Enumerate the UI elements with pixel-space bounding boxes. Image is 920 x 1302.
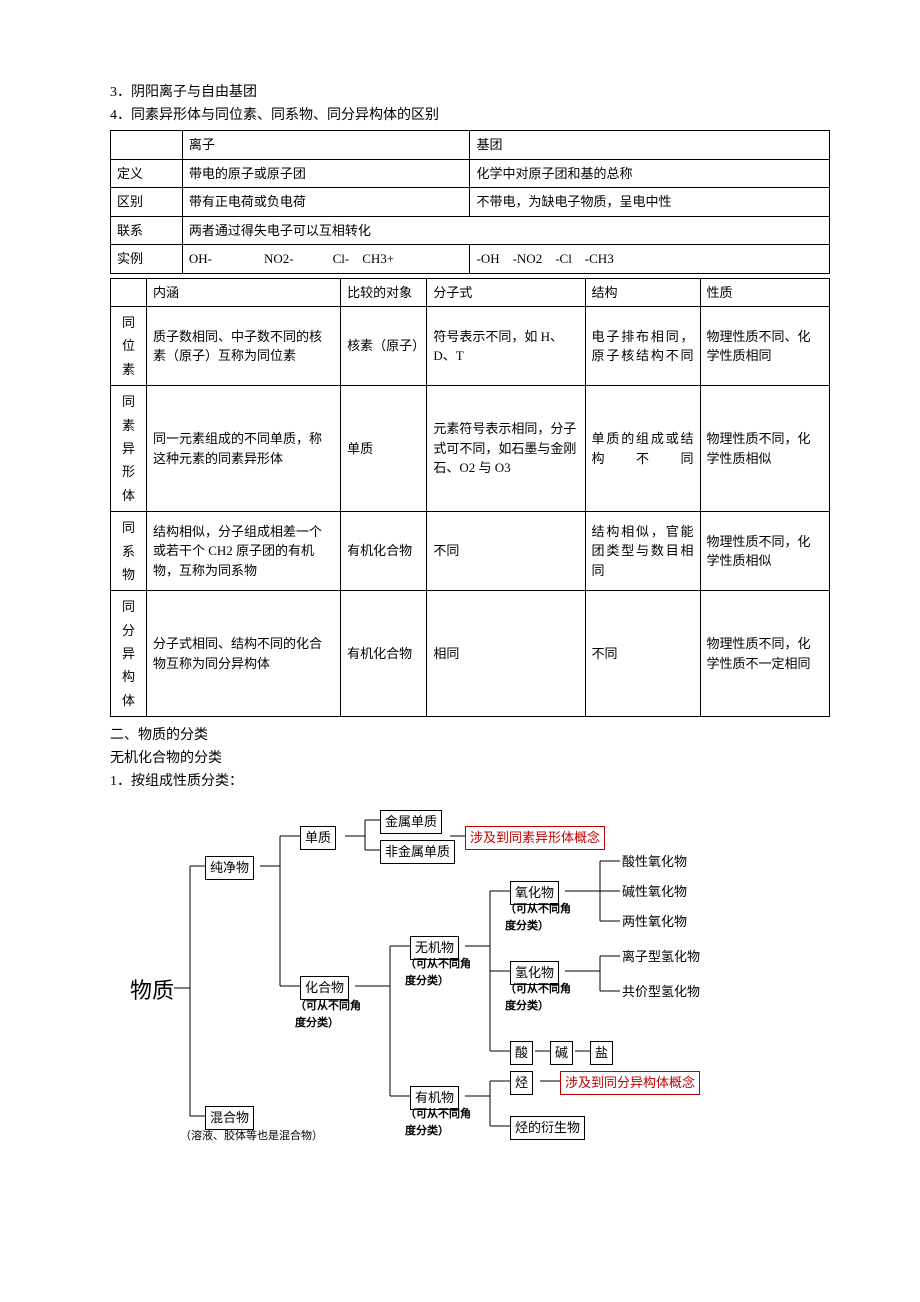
table-cell: 符号表示不同，如 H、D、T bbox=[427, 307, 585, 386]
table-cell: 不带电，为缺电子物质，呈电中性 bbox=[470, 188, 830, 217]
node-isomer-note: 涉及到同分异构体概念 bbox=[560, 1071, 700, 1095]
table-header: 性质 bbox=[700, 278, 829, 307]
node-ionic-hydride: 离子型氢化物 bbox=[622, 947, 700, 967]
table-cell: 单质 bbox=[341, 386, 427, 512]
node-compound: 化合物 bbox=[300, 976, 349, 1000]
table-cell: 物理性质不同，化学性质相似 bbox=[700, 512, 829, 591]
table-cell: 不同 bbox=[585, 591, 700, 717]
node-root: 物质 bbox=[130, 974, 174, 1007]
heading-3: 3．阴阳离子与自由基团 bbox=[110, 82, 830, 103]
note-organic: （可从不同角度分类） bbox=[405, 1106, 475, 1139]
table-cell: 同一元素组成的不同单质，称这种元素的同素异形体 bbox=[146, 386, 340, 512]
node-pure: 纯净物 bbox=[205, 856, 254, 880]
ion-vs-group-table: 离子 基团 定义 带电的原子或原子团 化学中对原子团和基的总称 区别 带有正电荷… bbox=[110, 130, 830, 274]
heading-4: 4．同素异形体与同位素、同系物、同分异构体的区别 bbox=[110, 105, 830, 126]
table-header: 内涵 bbox=[146, 278, 340, 307]
row-label: 区别 bbox=[111, 188, 183, 217]
row-name: 同素异形体 bbox=[111, 386, 147, 512]
table-cell: 相同 bbox=[427, 591, 585, 717]
table-header: 分子式 bbox=[427, 278, 585, 307]
node-derivative: 烃的衍生物 bbox=[510, 1116, 585, 1140]
table-header: 基团 bbox=[470, 131, 830, 160]
table-cell: 结构相似，官能团类型与数目相同 bbox=[585, 512, 700, 591]
node-amphoteric-oxide: 两性氧化物 bbox=[622, 912, 687, 932]
note-mixture: （溶液、胶体等也是混合物） bbox=[180, 1128, 323, 1145]
node-acidic-oxide: 酸性氧化物 bbox=[622, 852, 687, 872]
node-basic-oxide: 碱性氧化物 bbox=[622, 882, 687, 902]
table-cell: 物理性质不同，化学性质不一定相同 bbox=[700, 591, 829, 717]
node-allotrope-note: 涉及到同素异形体概念 bbox=[465, 826, 605, 850]
table-cell bbox=[111, 278, 147, 307]
note-compound: （可从不同角度分类） bbox=[295, 998, 365, 1031]
section-2-subtitle: 无机化合物的分类 bbox=[110, 748, 830, 769]
row-label: 联系 bbox=[111, 216, 183, 245]
table-cell: 有机化合物 bbox=[341, 591, 427, 717]
table-header: 结构 bbox=[585, 278, 700, 307]
table-cell: 化学中对原子团和基的总称 bbox=[470, 159, 830, 188]
table-row: 同系物 结构相似，分子组成相差一个或若干个 CH2 原子团的有机物，互称为同系物… bbox=[111, 512, 830, 591]
row-name: 同分异构体 bbox=[111, 591, 147, 717]
table-cell: 核素（原子） bbox=[341, 307, 427, 386]
table-cell: -OH -NO2 -Cl -CH3 bbox=[470, 245, 830, 274]
node-salt: 盐 bbox=[590, 1041, 613, 1065]
row-label: 定义 bbox=[111, 159, 183, 188]
note-oxide: （可从不同角度分类） bbox=[505, 901, 575, 934]
section-2-title: 二、物质的分类 bbox=[110, 725, 830, 746]
table-cell: 物理性质不同，化学性质相似 bbox=[700, 386, 829, 512]
row-label: 实例 bbox=[111, 245, 183, 274]
node-simple: 单质 bbox=[300, 826, 336, 850]
note-inorganic: （可从不同角度分类） bbox=[405, 956, 475, 989]
node-nonmetal: 非金属单质 bbox=[380, 840, 455, 864]
table-cell: 分子式相同、结构不同的化合物互称为同分异构体 bbox=[146, 591, 340, 717]
table-cell: 结构相似，分子组成相差一个或若干个 CH2 原子团的有机物，互称为同系物 bbox=[146, 512, 340, 591]
table-cell bbox=[111, 131, 183, 160]
table-cell: 带有正电荷或负电荷 bbox=[182, 188, 470, 217]
node-covalent-hydride: 共价型氢化物 bbox=[622, 982, 700, 1002]
section-2-item-1: 1．按组成性质分类： bbox=[110, 771, 830, 792]
node-hydrocarbon: 烃 bbox=[510, 1071, 533, 1095]
node-metal: 金属单质 bbox=[380, 810, 442, 834]
table-cell: 元素符号表示相同，分子式可不同，如石墨与金刚石、O2 与 O3 bbox=[427, 386, 585, 512]
table-cell: 质子数相同、中子数不同的核素（原子）互称为同位素 bbox=[146, 307, 340, 386]
note-hydride: （可从不同角度分类） bbox=[505, 981, 575, 1014]
row-name: 同系物 bbox=[111, 512, 147, 591]
classification-diagram: 物质 纯净物 混合物 （溶液、胶体等也是混合物） 单质 化合物 （可从不同角度分… bbox=[130, 806, 810, 1166]
table-row: 同分异构体 分子式相同、结构不同的化合物互称为同分异构体 有机化合物 相同 不同… bbox=[111, 591, 830, 717]
table-cell: 物理性质不同、化学性质相同 bbox=[700, 307, 829, 386]
table-row: 同位素 质子数相同、中子数不同的核素（原子）互称为同位素 核素（原子） 符号表示… bbox=[111, 307, 830, 386]
node-mixture: 混合物 bbox=[205, 1106, 254, 1130]
table-header: 比较的对象 bbox=[341, 278, 427, 307]
table-header: 离子 bbox=[182, 131, 470, 160]
table-cell: 不同 bbox=[427, 512, 585, 591]
table-cell: OH- NO2- Cl- CH3+ bbox=[182, 245, 470, 274]
node-base: 碱 bbox=[550, 1041, 573, 1065]
row-name: 同位素 bbox=[111, 307, 147, 386]
table-cell: 单质的组成或结构不同 bbox=[585, 386, 700, 512]
table-cell: 带电的原子或原子团 bbox=[182, 159, 470, 188]
isomer-comparison-table: 内涵 比较的对象 分子式 结构 性质 同位素 质子数相同、中子数不同的核素（原子… bbox=[110, 278, 830, 718]
table-row: 同素异形体 同一元素组成的不同单质，称这种元素的同素异形体 单质 元素符号表示相… bbox=[111, 386, 830, 512]
table-cell: 有机化合物 bbox=[341, 512, 427, 591]
table-cell: 电子排布相同，原子核结构不同 bbox=[585, 307, 700, 386]
table-cell: 两者通过得失电子可以互相转化 bbox=[182, 216, 829, 245]
node-acid: 酸 bbox=[510, 1041, 533, 1065]
